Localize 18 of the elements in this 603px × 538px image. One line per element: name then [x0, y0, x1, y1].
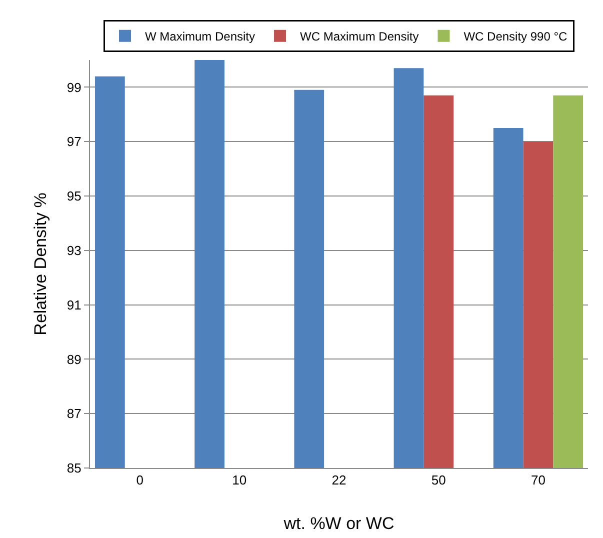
y-tick-label: 91 — [66, 297, 82, 312]
x-tick-label: 22 — [332, 472, 346, 488]
y-tick-label: 95 — [66, 188, 82, 204]
y-tick-label: 97 — [66, 134, 82, 150]
y-axis-title: Relative Density % — [31, 192, 50, 336]
x-tick-label: 10 — [232, 472, 247, 488]
y-tick-label: 99 — [66, 80, 82, 95]
legend-label: WC Maximum Density — [300, 30, 419, 44]
y-tick-label: 89 — [66, 352, 82, 367]
x-tick-label: 0 — [136, 472, 144, 488]
y-tick-label: 85 — [66, 460, 82, 476]
x-tick-label: 70 — [530, 472, 546, 488]
y-tick-label: 87 — [66, 406, 82, 422]
legend-label: WC Density 990 °C — [464, 30, 568, 44]
legend-label: W Maximum Density — [145, 30, 256, 44]
x-tick-label: 50 — [431, 472, 446, 488]
x-axis-title: wt. %W or WC — [282, 514, 394, 533]
y-tick-label: 93 — [66, 242, 82, 258]
